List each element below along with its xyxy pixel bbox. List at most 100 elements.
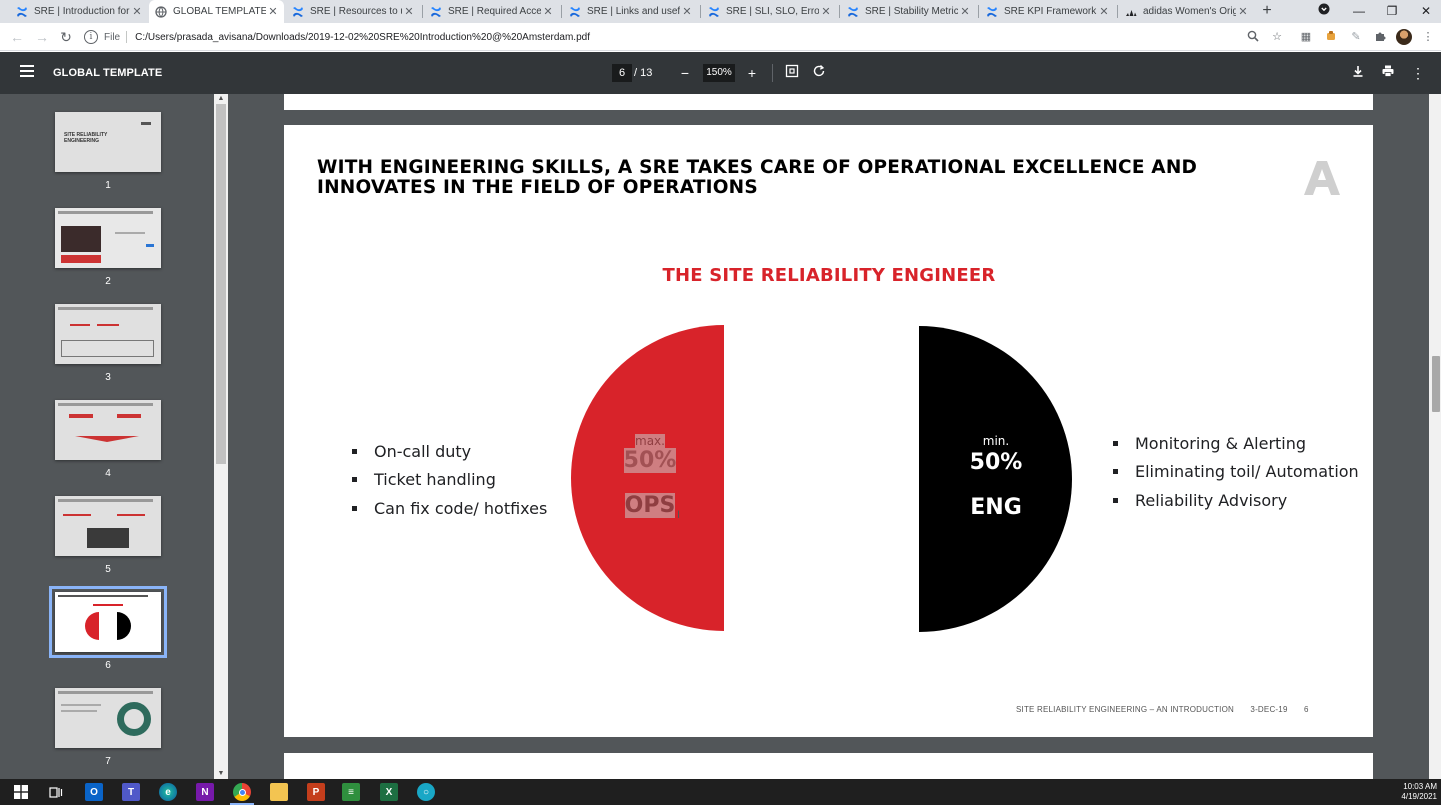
browser-tab[interactable]: SRE | Stability Metrics ✕ bbox=[841, 0, 976, 23]
tab-close-icon[interactable]: ✕ bbox=[543, 6, 553, 18]
browser-tab[interactable]: SRE | Introduction for ✕ bbox=[10, 0, 148, 23]
tab-close-icon[interactable]: ✕ bbox=[1238, 6, 1248, 18]
qr-extension-icon[interactable]: ▦ bbox=[1300, 31, 1312, 43]
rotate-icon[interactable] bbox=[810, 64, 828, 82]
ops-label-text: OPS bbox=[624, 493, 676, 518]
browser-tab-active[interactable]: GLOBAL TEMPLATE ✕ bbox=[149, 0, 284, 23]
omnibox[interactable]: i File C:/Users/prasada_avisana/Download… bbox=[84, 26, 1294, 48]
print-icon[interactable] bbox=[1379, 64, 1397, 82]
thumbnail-number: 2 bbox=[105, 276, 111, 287]
extension-icon[interactable] bbox=[1324, 30, 1338, 44]
thumbnail-text-line bbox=[117, 514, 145, 516]
close-window-icon[interactable]: ✕ bbox=[1420, 4, 1432, 18]
confluence-icon bbox=[569, 6, 581, 18]
zoom-in-icon[interactable]: + bbox=[747, 65, 757, 81]
page-thumbnail[interactable] bbox=[55, 208, 161, 268]
zoom-magnifier-icon[interactable] bbox=[1246, 30, 1260, 44]
new-tab-plus-icon[interactable]: + bbox=[1262, 2, 1272, 19]
teams-icon[interactable]: T bbox=[122, 783, 140, 801]
task-view-icon[interactable] bbox=[47, 783, 65, 801]
system-clock[interactable]: 10:03 AM 4/19/2021 bbox=[1401, 782, 1437, 802]
back-arrow-icon[interactable]: ← bbox=[10, 29, 24, 45]
thumbnail-text-line bbox=[58, 691, 153, 694]
ops-qualifier-text: max. bbox=[635, 434, 665, 448]
tab-separator bbox=[839, 5, 840, 18]
list-item: On-call duty bbox=[352, 437, 547, 466]
reload-icon[interactable]: ↻ bbox=[60, 29, 72, 45]
tab-label: SRE | Required Access bbox=[448, 6, 541, 17]
tab-close-icon[interactable]: ✕ bbox=[132, 6, 142, 18]
page-thumbnail[interactable] bbox=[55, 496, 161, 556]
hamburger-menu-icon[interactable] bbox=[20, 65, 34, 81]
thumbnail-text-line bbox=[58, 307, 153, 310]
tab-search-icon[interactable] bbox=[1315, 2, 1333, 20]
confluence-icon bbox=[430, 6, 442, 18]
download-icon[interactable] bbox=[1349, 64, 1367, 82]
minimize-icon[interactable]: — bbox=[1353, 4, 1365, 18]
profile-avatar[interactable] bbox=[1396, 29, 1412, 45]
thumbnail-text-line bbox=[58, 403, 153, 406]
file-explorer-icon[interactable] bbox=[270, 783, 288, 801]
scroll-down-arrow-icon[interactable]: ▼ bbox=[217, 770, 225, 777]
viewer-scrollbar-thumb[interactable] bbox=[1432, 356, 1440, 412]
thumbnail-text-line bbox=[97, 324, 119, 326]
ops-half-circle bbox=[571, 325, 724, 631]
fit-to-page-icon[interactable] bbox=[783, 64, 801, 82]
forward-arrow-icon[interactable]: → bbox=[35, 29, 49, 45]
onenote-icon[interactable]: N bbox=[196, 783, 214, 801]
bookmark-star-icon[interactable]: ☆ bbox=[1272, 31, 1282, 43]
tab-close-icon[interactable]: ✕ bbox=[821, 6, 831, 18]
puzzle-extensions-icon[interactable] bbox=[1373, 30, 1387, 44]
thumbnail-label bbox=[117, 414, 141, 418]
slide-title: WITH ENGINEERING SKILLS, A SRE TAKES CAR… bbox=[317, 158, 1277, 198]
url-text[interactable]: C:/Users/prasada_avisana/Downloads/2019-… bbox=[135, 31, 590, 43]
tab-strip: SRE | Introduction for ✕ GLOBAL TEMPLATE… bbox=[0, 0, 1441, 23]
zoom-out-icon[interactable]: − bbox=[680, 65, 690, 81]
pen-extension-icon[interactable]: ✎ bbox=[1351, 31, 1361, 43]
app-circle-icon[interactable]: ○ bbox=[417, 783, 435, 801]
ops-label: OPS bbox=[620, 493, 680, 518]
notepad-icon[interactable]: ≡ bbox=[342, 783, 360, 801]
thumbnail-shape bbox=[75, 436, 139, 442]
page-thumbnail-selected[interactable] bbox=[49, 586, 167, 658]
tab-close-icon[interactable]: ✕ bbox=[960, 6, 970, 18]
thumbnail-button-mark bbox=[146, 244, 154, 247]
pdf-viewer[interactable]: WITH ENGINEERING SKILLS, A SRE TAKES CAR… bbox=[228, 94, 1441, 779]
edge-icon[interactable]: e bbox=[159, 783, 177, 801]
browser-menu-icon[interactable]: ⋮ bbox=[1422, 31, 1434, 43]
chrome-icon[interactable] bbox=[233, 783, 251, 801]
zoom-input[interactable]: 150% bbox=[703, 64, 735, 82]
browser-tab[interactable]: adidas Women's Origi ✕ bbox=[1119, 0, 1254, 23]
restore-icon[interactable]: ❐ bbox=[1386, 4, 1398, 18]
page-number-input[interactable]: 6 bbox=[612, 64, 632, 82]
tab-close-icon[interactable]: ✕ bbox=[682, 6, 692, 18]
page-thumbnail[interactable] bbox=[55, 304, 161, 364]
tab-close-icon[interactable]: ✕ bbox=[268, 6, 278, 18]
thumbnail-image bbox=[61, 226, 101, 252]
more-options-icon[interactable]: ⋮ bbox=[1411, 65, 1425, 81]
omnibox-separator bbox=[126, 31, 128, 43]
page-total: / 13 bbox=[634, 67, 653, 79]
page-thumbnail[interactable] bbox=[55, 400, 161, 460]
tab-separator bbox=[700, 5, 701, 18]
page-thumbnail[interactable] bbox=[55, 688, 161, 748]
page-thumbnail[interactable]: SITE RELIABILITY ENGINEERING bbox=[55, 112, 161, 172]
browser-tab[interactable]: SRE | Required Access ✕ bbox=[424, 0, 559, 23]
browser-tab[interactable]: SRE | Links and useful ✕ bbox=[563, 0, 698, 23]
browser-tab[interactable]: SRE | Resources to und ✕ bbox=[286, 0, 420, 23]
tab-close-icon[interactable]: ✕ bbox=[1099, 6, 1109, 18]
browser-tab[interactable]: SRE KPI Framework - I ✕ bbox=[980, 0, 1115, 23]
viewer-scrollbar-track[interactable] bbox=[1429, 94, 1441, 779]
excel-icon[interactable]: X bbox=[380, 783, 398, 801]
pdf-toolbar: GLOBAL TEMPLATE 6 / 13 − 150% + ⋮ bbox=[0, 52, 1441, 94]
info-icon[interactable]: i bbox=[84, 30, 98, 44]
sidebar-scrollbar-thumb[interactable] bbox=[216, 104, 226, 464]
browser-tab[interactable]: SRE | SLI, SLO, Error Bu ✕ bbox=[702, 0, 837, 23]
powerpoint-icon[interactable]: P bbox=[307, 783, 325, 801]
confluence-icon bbox=[16, 6, 28, 18]
scroll-up-arrow-icon[interactable]: ▲ bbox=[217, 95, 225, 102]
outlook-icon[interactable]: O bbox=[85, 783, 103, 801]
document-title: GLOBAL TEMPLATE bbox=[53, 67, 163, 79]
tab-close-icon[interactable]: ✕ bbox=[404, 6, 414, 18]
windows-start-icon[interactable] bbox=[12, 783, 30, 801]
